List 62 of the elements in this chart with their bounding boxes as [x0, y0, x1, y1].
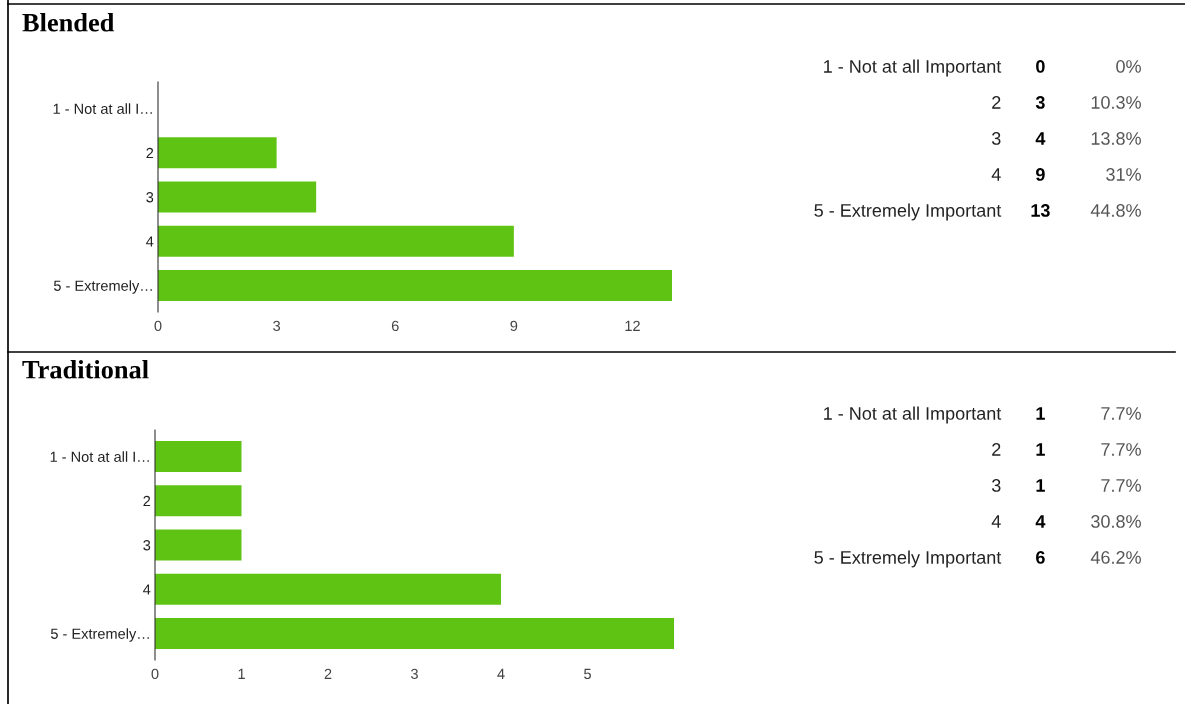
- text: 31%: [1106, 168, 1141, 181]
- x-tick-label: 12: [625, 320, 640, 331]
- text: 0: [1036, 60, 1045, 73]
- y-tick-label: 5 - Extremely…: [50, 628, 149, 642]
- text: 1: [1036, 479, 1045, 492]
- y-tick-label: 3: [143, 540, 151, 551]
- bar: [158, 225, 514, 257]
- x-tick-label: 0: [154, 320, 162, 332]
- text: 0%: [1116, 60, 1141, 73]
- bar: [155, 441, 242, 473]
- bar: [155, 485, 242, 517]
- text: 1 - Not at all Important: [824, 406, 1002, 424]
- x-tick-label: 1: [238, 668, 245, 679]
- text: 13: [1031, 204, 1050, 217]
- text: 2: [992, 443, 1001, 456]
- x-tick-label: 9: [510, 320, 518, 332]
- bar: [155, 573, 501, 605]
- x-tick-label: 4: [497, 668, 505, 679]
- x-tick-label: 0: [151, 668, 159, 680]
- text: 44.8%: [1090, 204, 1141, 217]
- text: 9: [1036, 168, 1045, 181]
- x-tick-label: 6: [391, 320, 399, 332]
- text: 1 - Not at all Important: [824, 59, 1002, 77]
- text: 3: [991, 132, 1001, 145]
- bar: [155, 617, 674, 649]
- text: 1: [1036, 407, 1045, 420]
- text: 13.8%: [1091, 132, 1141, 145]
- y-tick-label: 4: [143, 584, 151, 595]
- text: 5 - Extremely Important: [814, 550, 1002, 568]
- y-tick-label: 1 - Not at all I…: [50, 451, 149, 462]
- text: 3: [1035, 96, 1045, 109]
- x-tick-label: 3: [273, 320, 281, 332]
- chart-title: Traditional: [22, 360, 149, 379]
- text: 4: [1035, 515, 1046, 528]
- text: 4: [1035, 132, 1046, 145]
- y-tick-label: 2: [143, 495, 151, 507]
- text: 30.8%: [1091, 515, 1141, 528]
- y-tick-label: 2: [146, 147, 154, 159]
- text: 3: [991, 479, 1001, 492]
- text: 5 - Extremely Important: [814, 203, 1002, 221]
- x-tick-label: 5: [584, 668, 591, 680]
- y-tick-label: 5 - Extremely…: [53, 280, 152, 294]
- y-tick-label: 4: [146, 236, 154, 247]
- bar: [158, 269, 672, 301]
- chart-title: Blended: [22, 13, 115, 32]
- text: 46.2%: [1090, 551, 1141, 564]
- bar: [158, 181, 317, 213]
- text: 2: [992, 96, 1001, 109]
- bar: [155, 529, 242, 561]
- bar: [158, 137, 277, 169]
- y-tick-label: 3: [146, 192, 154, 203]
- text: 1: [1036, 443, 1045, 456]
- text: 6: [1036, 551, 1045, 564]
- text: 7.7%: [1101, 479, 1141, 492]
- y-tick-label: 1 - Not at all I…: [53, 103, 152, 114]
- text: 4: [991, 515, 1001, 528]
- text: 10.3%: [1091, 96, 1141, 109]
- text: 7.7%: [1101, 407, 1141, 420]
- text: 4: [991, 168, 1001, 181]
- text: 7.7%: [1101, 443, 1141, 456]
- x-tick-label: 2: [324, 668, 332, 679]
- x-tick-label: 3: [411, 668, 418, 680]
